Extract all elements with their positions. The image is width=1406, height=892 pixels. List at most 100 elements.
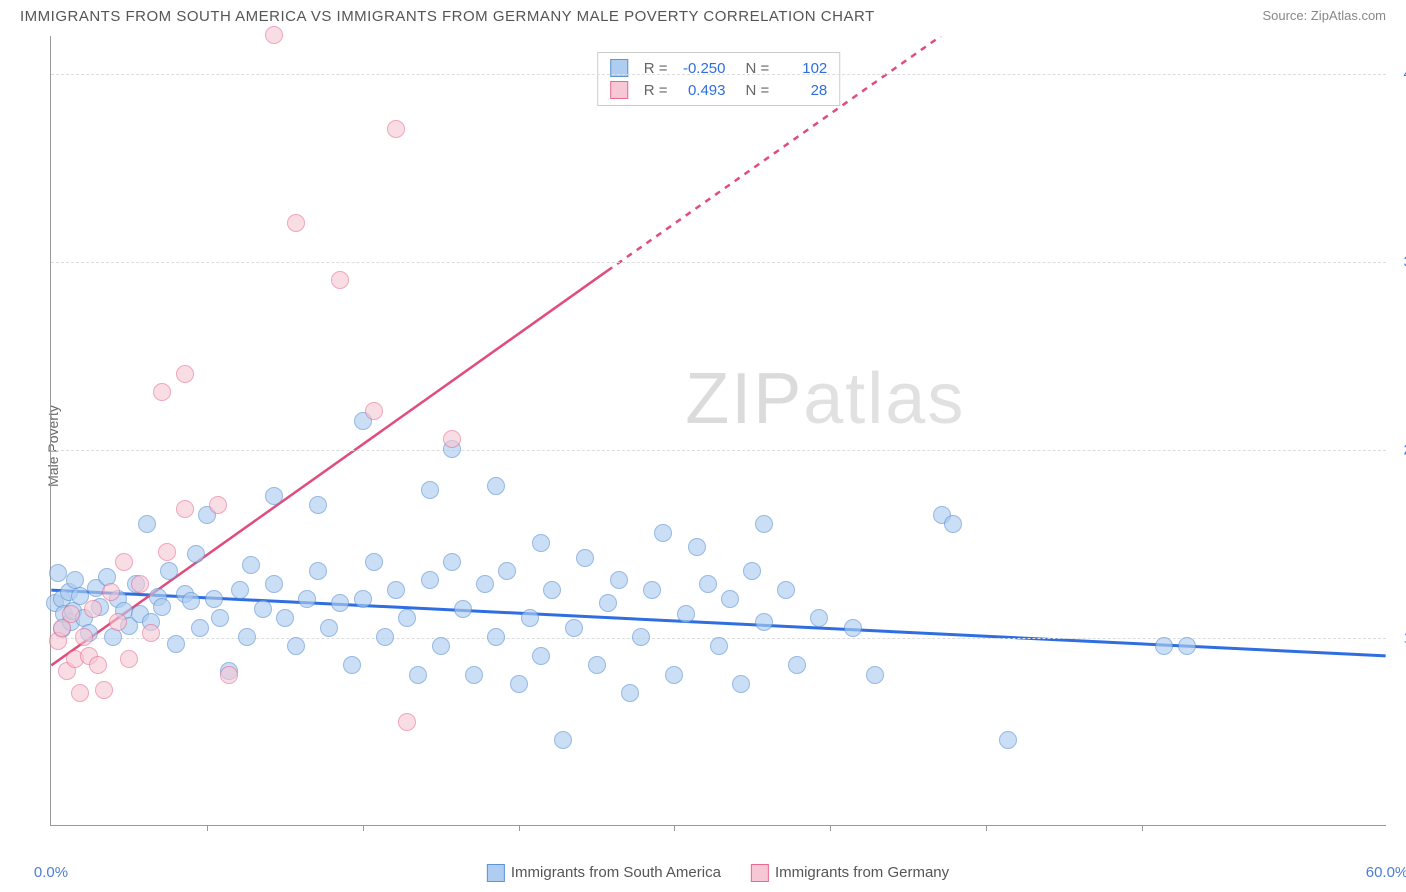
data-point (387, 120, 405, 138)
x-tick (207, 825, 208, 831)
data-point (211, 609, 229, 627)
data-point (554, 731, 572, 749)
data-point (153, 383, 171, 401)
correlation-stats-box: R =-0.250N =102R =0.493N =28 (597, 52, 841, 106)
data-point (343, 656, 361, 674)
legend: Immigrants from South America Immigrants … (487, 864, 949, 882)
data-point (109, 613, 127, 631)
data-point (576, 549, 594, 567)
data-point (187, 545, 205, 563)
data-point (844, 619, 862, 637)
legend-item: Immigrants from Germany (751, 864, 949, 882)
data-point (365, 402, 383, 420)
legend-item: Immigrants from South America (487, 864, 721, 882)
data-point (265, 575, 283, 593)
data-point (354, 590, 372, 608)
data-point (721, 590, 739, 608)
data-point (205, 590, 223, 608)
data-point (398, 713, 416, 731)
data-point (387, 581, 405, 599)
data-point (254, 600, 272, 618)
data-point (610, 571, 628, 589)
data-point (331, 271, 349, 289)
data-point (75, 628, 93, 646)
data-point (543, 581, 561, 599)
x-tick-label: 0.0% (34, 864, 68, 881)
data-point (999, 731, 1017, 749)
data-point (677, 605, 695, 623)
x-tick (363, 825, 364, 831)
data-point (454, 600, 472, 618)
data-point (487, 477, 505, 495)
data-point (62, 605, 80, 623)
data-point (632, 628, 650, 646)
data-point (220, 666, 238, 684)
data-point (465, 666, 483, 684)
data-point (487, 628, 505, 646)
trend-lines (51, 36, 1386, 825)
x-tick (986, 825, 987, 831)
data-point (621, 684, 639, 702)
chart-title: IMMIGRANTS FROM SOUTH AMERICA VS IMMIGRA… (20, 8, 875, 25)
data-point (309, 496, 327, 514)
y-tick-label: 10.0% (1391, 629, 1406, 646)
data-point (944, 515, 962, 533)
data-point (510, 675, 528, 693)
data-point (599, 594, 617, 612)
data-point (409, 666, 427, 684)
data-point (588, 656, 606, 674)
data-point (95, 681, 113, 699)
data-point (521, 609, 539, 627)
data-point (138, 515, 156, 533)
data-point (643, 581, 661, 599)
data-point (89, 656, 107, 674)
data-point (665, 666, 683, 684)
data-point (476, 575, 494, 593)
data-point (398, 609, 416, 627)
legend-swatch (751, 864, 769, 882)
data-point (810, 609, 828, 627)
data-point (532, 647, 550, 665)
gridline (51, 74, 1386, 75)
data-point (131, 575, 149, 593)
data-point (443, 553, 461, 571)
data-point (209, 496, 227, 514)
data-point (182, 592, 200, 610)
data-point (265, 26, 283, 44)
data-point (421, 571, 439, 589)
gridline (51, 262, 1386, 263)
data-point (160, 562, 178, 580)
data-point (432, 637, 450, 655)
data-point (443, 430, 461, 448)
data-point (115, 553, 133, 571)
data-point (654, 524, 672, 542)
series-swatch (610, 81, 628, 99)
data-point (158, 543, 176, 561)
data-point (287, 637, 305, 655)
data-point (167, 635, 185, 653)
data-point (565, 619, 583, 637)
x-tick (519, 825, 520, 831)
x-tick (1142, 825, 1143, 831)
data-point (732, 675, 750, 693)
data-point (421, 481, 439, 499)
watermark: ZIPatlas (685, 358, 965, 440)
data-point (755, 613, 773, 631)
data-point (532, 534, 550, 552)
data-point (788, 656, 806, 674)
data-point (1155, 637, 1173, 655)
data-point (298, 590, 316, 608)
data-point (102, 583, 120, 601)
data-point (866, 666, 884, 684)
data-point (242, 556, 260, 574)
data-point (331, 594, 349, 612)
data-point (153, 598, 171, 616)
data-point (1178, 637, 1196, 655)
data-point (176, 365, 194, 383)
data-point (49, 564, 67, 582)
data-point (777, 581, 795, 599)
data-point (710, 637, 728, 655)
data-point (320, 619, 338, 637)
data-point (120, 650, 138, 668)
data-point (688, 538, 706, 556)
